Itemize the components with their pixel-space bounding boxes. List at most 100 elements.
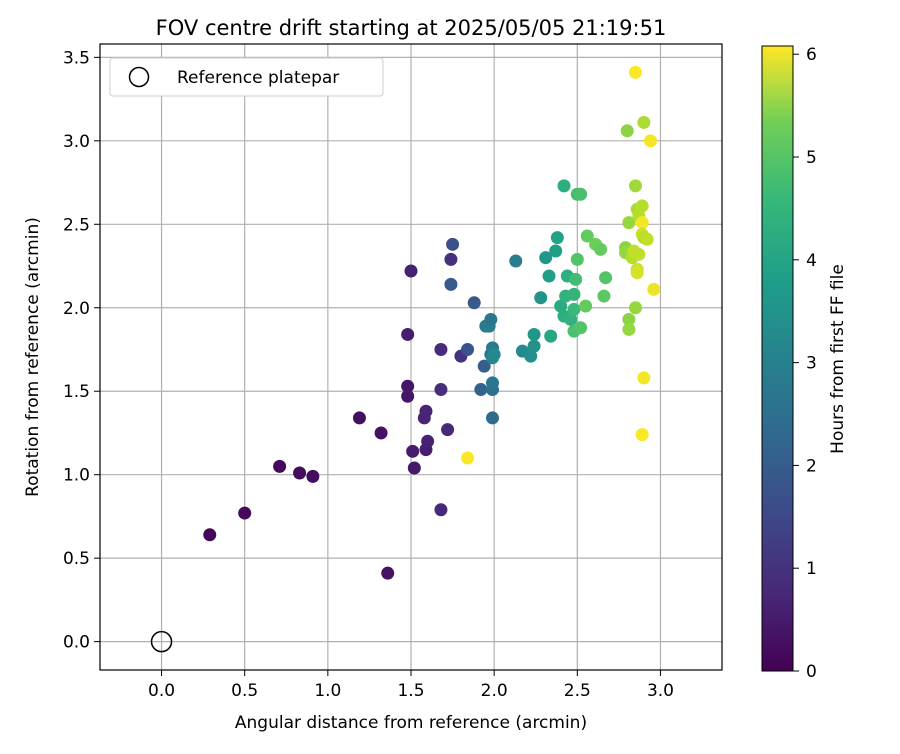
data-point xyxy=(273,459,287,473)
legend-label: Reference platepar xyxy=(177,68,339,88)
x-tick-label: 2.0 xyxy=(481,681,508,701)
data-point xyxy=(597,289,611,303)
data-point xyxy=(574,187,588,201)
data-point xyxy=(622,312,636,326)
y-tick-label: 3.0 xyxy=(63,132,90,152)
data-point xyxy=(527,339,541,353)
x-axis-ticks: 0.0 0.5 1.0 1.5 2.0 2.5 3.0 xyxy=(148,670,674,701)
x-tick-label: 0.0 xyxy=(148,681,175,701)
data-point xyxy=(632,247,646,261)
data-point xyxy=(643,134,657,148)
data-point xyxy=(352,411,366,425)
data-point xyxy=(441,423,455,437)
legend-box xyxy=(109,57,384,97)
data-point xyxy=(579,299,593,313)
data-point xyxy=(594,242,608,256)
data-point xyxy=(557,179,571,193)
data-point xyxy=(570,252,584,266)
data-point xyxy=(509,254,523,268)
data-point xyxy=(647,282,661,296)
x-tick-label: 1.5 xyxy=(397,681,424,701)
data-point xyxy=(485,411,499,425)
data-point xyxy=(421,434,435,448)
data-point xyxy=(567,287,581,301)
data-point xyxy=(374,426,388,440)
y-tick-label: 1.0 xyxy=(63,466,90,486)
y-axis-ticks: 0.0 0.5 1.0 1.5 2.0 2.5 3.0 3.5 xyxy=(63,48,100,653)
data-point xyxy=(306,469,320,483)
data-point xyxy=(527,327,541,341)
data-point xyxy=(401,327,415,341)
data-point xyxy=(554,299,568,313)
colorbar-tick-label: 0 xyxy=(806,662,817,682)
data-point xyxy=(474,383,488,397)
data-point xyxy=(203,528,217,542)
data-point xyxy=(620,124,634,138)
data-point xyxy=(549,244,563,258)
y-tick-label: 0.5 xyxy=(63,549,90,569)
data-point xyxy=(580,229,594,243)
data-point xyxy=(635,216,649,230)
data-point xyxy=(567,302,581,316)
data-point xyxy=(524,349,538,363)
data-point xyxy=(444,277,458,291)
data-point xyxy=(446,237,460,251)
data-point xyxy=(401,379,415,393)
data-point xyxy=(635,428,649,442)
grid-lines xyxy=(100,44,722,670)
data-point xyxy=(637,115,651,129)
colorbar-tick-label: 1 xyxy=(806,559,817,579)
chart-title: FOV centre drift starting at 2025/05/05 … xyxy=(156,16,667,40)
colorbar-tick-label: 5 xyxy=(806,148,817,168)
y-tick-label: 1.5 xyxy=(63,382,90,402)
data-point xyxy=(564,312,578,326)
reference-point xyxy=(150,630,173,653)
colorbar: 0 1 2 3 4 5 6 Hours from first FF file xyxy=(761,45,848,682)
y-tick-label: 2.5 xyxy=(63,215,90,235)
data-point xyxy=(434,503,448,517)
colorbar-tick-label: 3 xyxy=(806,354,817,374)
data-point xyxy=(444,252,458,266)
data-point xyxy=(485,376,499,390)
data-point xyxy=(381,566,395,580)
data-point xyxy=(637,371,651,385)
colorbar-gradient xyxy=(761,45,794,672)
data-point xyxy=(629,301,643,315)
data-point xyxy=(484,312,498,326)
data-point xyxy=(629,179,643,193)
colorbar-tick-label: 4 xyxy=(806,251,817,271)
data-point xyxy=(544,329,558,343)
data-point xyxy=(574,321,588,335)
x-tick-label: 3.0 xyxy=(647,681,674,701)
x-tick-label: 0.5 xyxy=(231,681,258,701)
data-point xyxy=(534,291,548,305)
data-point xyxy=(293,466,307,480)
data-point xyxy=(406,444,420,458)
data-point xyxy=(550,231,564,245)
data-point xyxy=(434,383,448,397)
data-point xyxy=(542,269,556,283)
data-point xyxy=(461,451,475,465)
data-point xyxy=(419,404,433,418)
legend: Reference platepar xyxy=(109,57,384,97)
data-point xyxy=(477,359,491,373)
y-tick-label: 3.5 xyxy=(63,48,90,68)
data-point xyxy=(630,266,644,280)
x-tick-label: 2.5 xyxy=(564,681,591,701)
data-point xyxy=(640,232,654,246)
data-point xyxy=(407,461,421,475)
data-point xyxy=(539,251,553,265)
data-point xyxy=(434,342,448,356)
data-points xyxy=(203,65,661,580)
data-point xyxy=(569,272,583,286)
y-tick-label: 2.0 xyxy=(63,299,90,319)
colorbar-label: Hours from first FF file xyxy=(828,264,848,454)
y-axis-label: Rotation from reference (arcmin) xyxy=(23,217,43,497)
colorbar-tick-label: 6 xyxy=(806,45,817,65)
x-tick-label: 1.0 xyxy=(314,681,341,701)
data-point xyxy=(622,216,636,230)
data-point xyxy=(487,347,501,361)
data-point xyxy=(622,322,636,336)
